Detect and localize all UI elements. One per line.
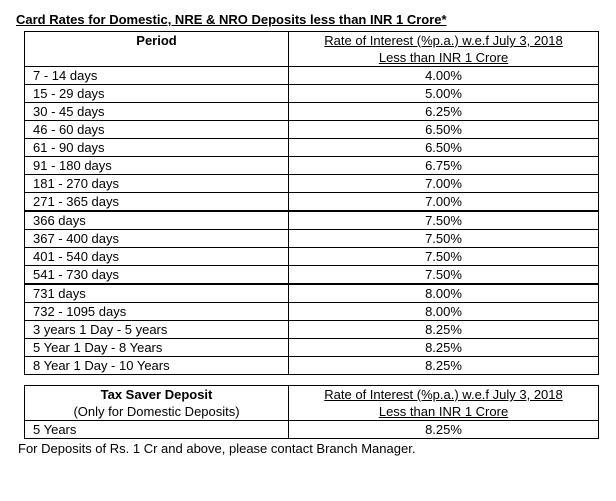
period-cell: 91 - 180 days	[25, 157, 289, 175]
table-row: 271 - 365 days7.00%	[25, 193, 599, 212]
table-row: 46 - 60 days6.50%	[25, 121, 599, 139]
period-cell: 367 - 400 days	[25, 230, 289, 248]
period-cell: 732 - 1095 days	[25, 303, 289, 321]
period-cell: 8 Year 1 Day - 10 Years	[25, 357, 289, 375]
rates-table-body: 7 - 14 days4.00%15 - 29 days5.00%30 - 45…	[25, 67, 599, 375]
table-row: 367 - 400 days7.50%	[25, 230, 599, 248]
tax-header-rate-line2: Less than INR 1 Crore	[297, 403, 590, 420]
tax-header-rate-line1: Rate of Interest (%p.a.) w.e.f July 3, 2…	[297, 386, 590, 403]
table-row: 541 - 730 days7.50%	[25, 266, 599, 285]
period-cell: 3 years 1 Day - 5 years	[25, 321, 289, 339]
period-cell: 5 Years	[25, 421, 289, 439]
table-row: 732 - 1095 days8.00%	[25, 303, 599, 321]
period-cell: 30 - 45 days	[25, 103, 289, 121]
tax-header-bold: Tax Saver Deposit	[33, 386, 280, 403]
table-row: 7 - 14 days4.00%	[25, 67, 599, 85]
table-row: 731 days8.00%	[25, 284, 599, 303]
table-row: 181 - 270 days7.00%	[25, 175, 599, 193]
header-rate: Rate of Interest (%p.a.) w.e.f July 3, 2…	[289, 32, 599, 67]
header-period: Period	[25, 32, 289, 67]
table-row: 15 - 29 days5.00%	[25, 85, 599, 103]
header-rate-line1: Rate of Interest (%p.a.) w.e.f July 3, 2…	[297, 32, 590, 49]
rate-cell: 7.00%	[289, 193, 599, 212]
period-cell: 15 - 29 days	[25, 85, 289, 103]
rate-cell: 6.50%	[289, 139, 599, 157]
table-row: 3 years 1 Day - 5 years8.25%	[25, 321, 599, 339]
rates-table: Period Rate of Interest (%p.a.) w.e.f Ju…	[24, 31, 599, 375]
tax-header-sub: (Only for Domestic Deposits)	[33, 403, 280, 420]
table-row: 91 - 180 days6.75%	[25, 157, 599, 175]
period-cell: 401 - 540 days	[25, 248, 289, 266]
rate-cell: 6.75%	[289, 157, 599, 175]
page-title: Card Rates for Domestic, NRE & NRO Depos…	[16, 12, 600, 27]
rate-cell: 8.00%	[289, 303, 599, 321]
tax-saver-table: Tax Saver Deposit (Only for Domestic Dep…	[24, 385, 599, 439]
period-cell: 61 - 90 days	[25, 139, 289, 157]
period-cell: 271 - 365 days	[25, 193, 289, 212]
rate-cell: 6.50%	[289, 121, 599, 139]
rate-cell: 8.25%	[289, 357, 599, 375]
rate-cell: 7.00%	[289, 175, 599, 193]
rate-cell: 6.25%	[289, 103, 599, 121]
period-cell: 731 days	[25, 284, 289, 303]
header-rate-line2: Less than INR 1 Crore	[297, 49, 590, 66]
rate-cell: 8.25%	[289, 339, 599, 357]
table-row: 5 Years8.25%	[25, 421, 599, 439]
rate-cell: 8.00%	[289, 284, 599, 303]
rate-cell: 7.50%	[289, 211, 599, 230]
rate-cell: 8.25%	[289, 321, 599, 339]
period-cell: 541 - 730 days	[25, 266, 289, 285]
table-row: 366 days7.50%	[25, 211, 599, 230]
table-row: 8 Year 1 Day - 10 Years8.25%	[25, 357, 599, 375]
footnote: For Deposits of Rs. 1 Cr and above, plea…	[18, 441, 600, 456]
tax-header-left: Tax Saver Deposit (Only for Domestic Dep…	[25, 386, 289, 421]
rate-cell: 7.50%	[289, 248, 599, 266]
tax-table-body: 5 Years8.25%	[25, 421, 599, 439]
rate-cell: 7.50%	[289, 230, 599, 248]
table-row: 30 - 45 days6.25%	[25, 103, 599, 121]
rate-cell: 4.00%	[289, 67, 599, 85]
period-cell: 5 Year 1 Day - 8 Years	[25, 339, 289, 357]
period-cell: 181 - 270 days	[25, 175, 289, 193]
rate-cell: 7.50%	[289, 266, 599, 285]
rate-cell: 8.25%	[289, 421, 599, 439]
rate-cell: 5.00%	[289, 85, 599, 103]
period-cell: 46 - 60 days	[25, 121, 289, 139]
tax-header-rate: Rate of Interest (%p.a.) w.e.f July 3, 2…	[289, 386, 599, 421]
table-row: 61 - 90 days6.50%	[25, 139, 599, 157]
period-cell: 366 days	[25, 211, 289, 230]
table-row: 401 - 540 days7.50%	[25, 248, 599, 266]
table-row: 5 Year 1 Day - 8 Years8.25%	[25, 339, 599, 357]
period-cell: 7 - 14 days	[25, 67, 289, 85]
